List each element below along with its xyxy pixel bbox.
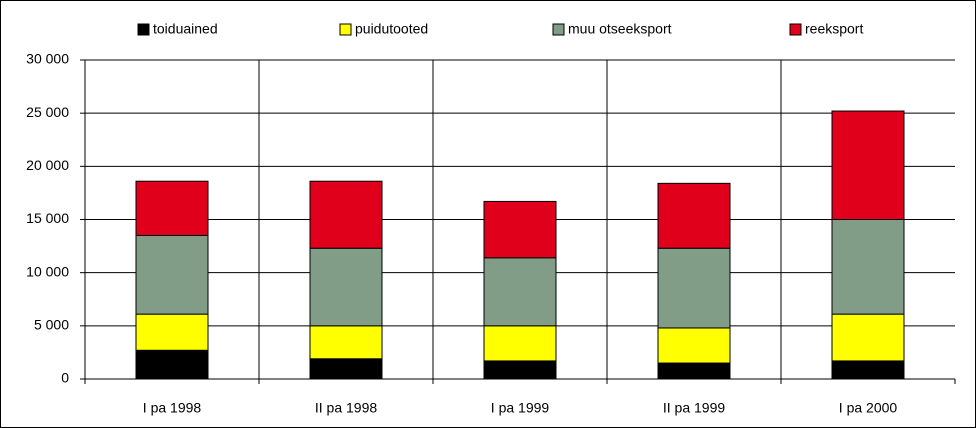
bar-segment <box>831 219 905 315</box>
bar-segment <box>135 180 209 236</box>
bar-segment <box>309 180 383 249</box>
y-tick-label: 20 000 <box>26 157 69 173</box>
bar-segment <box>135 313 209 351</box>
y-tick-label: 30 000 <box>26 51 69 67</box>
y-tick-label: 15 000 <box>26 210 69 226</box>
x-tick-label: II pa 1999 <box>663 400 725 416</box>
bar-segment <box>135 349 209 380</box>
bar-segment <box>657 182 731 249</box>
x-tick-label: II pa 1998 <box>315 400 377 416</box>
bar-segment <box>483 360 557 380</box>
y-tick-label: 5 000 <box>34 317 69 333</box>
bar-segment <box>831 313 905 362</box>
bar-segment <box>657 247 731 329</box>
legend-swatch <box>137 23 150 36</box>
legend-swatch <box>552 23 565 36</box>
bar-segment <box>309 247 383 327</box>
x-tick-label: I pa 1998 <box>143 400 202 416</box>
bar-segment <box>831 360 905 380</box>
bar-segment <box>483 200 557 259</box>
bar-segment <box>309 358 383 380</box>
legend-label: reeksport <box>805 21 863 37</box>
bar-segment <box>657 327 731 364</box>
bar-segment <box>309 325 383 360</box>
y-tick-label: 0 <box>61 370 69 386</box>
y-tick-label: 10 000 <box>26 263 69 279</box>
bar-segment <box>483 325 557 362</box>
legend-label: puidutooted <box>355 21 428 37</box>
legend-label: toiduained <box>153 21 218 37</box>
bar-segment <box>657 362 731 380</box>
x-tick-label: I pa 2000 <box>839 400 898 416</box>
y-tick-label: 25 000 <box>26 104 69 120</box>
legend-label: muu otseeksport <box>568 21 672 37</box>
legend-swatch <box>339 23 352 36</box>
bar-segment <box>831 110 905 220</box>
bar-segment <box>483 257 557 327</box>
x-tick-label: I pa 1999 <box>491 400 550 416</box>
bar-segment <box>135 234 209 315</box>
legend-swatch <box>789 23 802 36</box>
